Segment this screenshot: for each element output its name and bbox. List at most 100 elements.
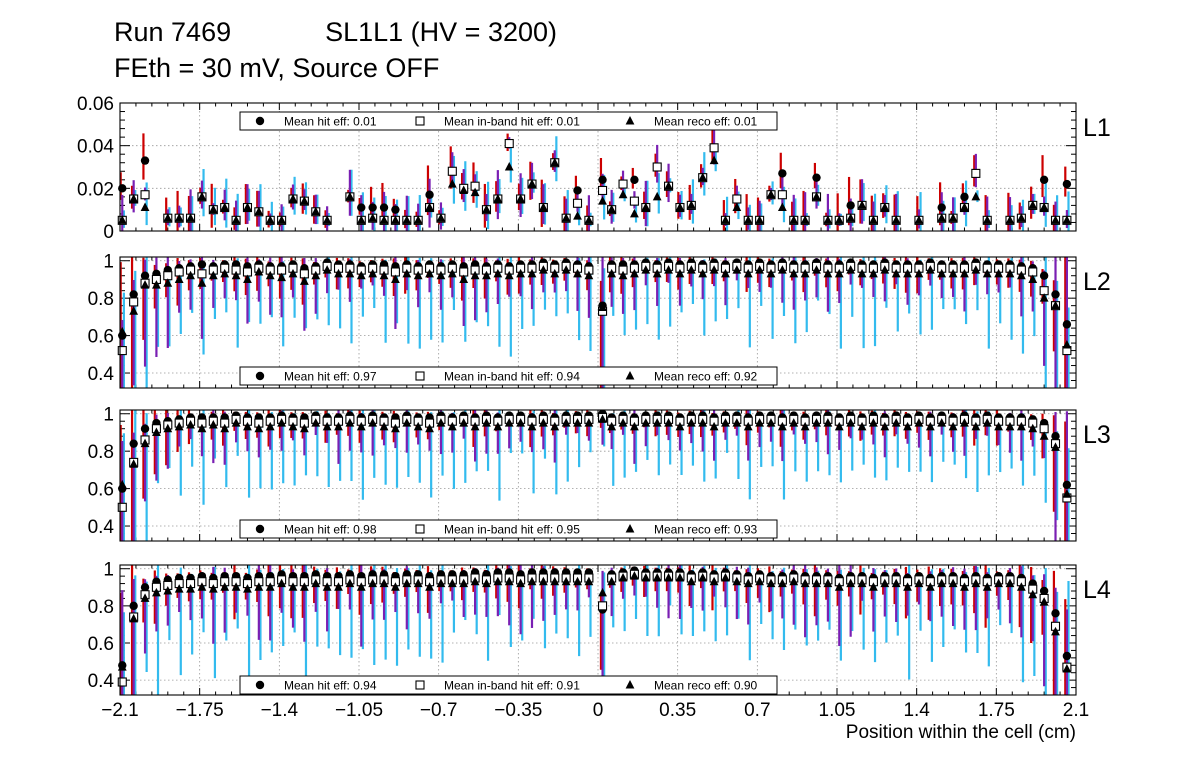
point-reco-eff: [925, 265, 935, 274]
point-reco-eff: [254, 423, 264, 433]
point-hit-eff: [846, 201, 855, 210]
point-reco-eff: [197, 278, 207, 287]
panel-l1: 0 0.02 0.04 0.06 Mean hit eff: 0.01 Mean in-b…: [77, 94, 1111, 243]
legend-marker: [415, 371, 425, 381]
point-hit-eff: [425, 190, 434, 199]
point-reco-eff: [197, 191, 207, 201]
point-reco-eff: [493, 268, 503, 278]
point-reco-eff: [470, 270, 480, 280]
point-reco-eff: [948, 268, 958, 278]
point-hit-eff: [812, 173, 821, 182]
point-reco-eff: [857, 200, 867, 209]
point-reco-eff: [573, 211, 582, 220]
point-reco-eff: [299, 423, 309, 433]
point-inband-hit-eff: [572, 198, 583, 208]
point-hit-eff: [357, 203, 366, 212]
point-reco-eff: [334, 268, 343, 278]
point-reco-eff: [322, 582, 332, 591]
point-reco-eff: [482, 418, 491, 427]
point-reco-eff: [914, 578, 924, 588]
point-reco-eff: [607, 204, 617, 214]
point-reco-eff: [789, 215, 799, 224]
point-reco-eff: [379, 421, 389, 431]
legend-box: [239, 675, 778, 695]
point-reco-eff: [459, 418, 469, 427]
point-reco-eff: [971, 578, 981, 588]
point-reco-eff: [834, 582, 844, 591]
point-reco-eff: [538, 576, 548, 586]
point-reco-eff: [846, 213, 856, 222]
point-reco-eff: [777, 578, 787, 588]
point-inband-hit-eff: [117, 346, 127, 356]
point-reco-eff: [231, 215, 241, 224]
panel-label: L4: [1083, 576, 1111, 604]
point-reco-eff: [368, 268, 378, 278]
point-reco-eff: [413, 215, 423, 224]
point-reco-eff: [356, 270, 366, 280]
legend-entry: Mean hit eff: 0.98: [284, 523, 377, 537]
point-reco-eff: [880, 202, 890, 212]
point-reco-eff: [766, 268, 776, 278]
point-reco-eff: [265, 421, 275, 431]
point-reco-eff: [675, 202, 685, 212]
point-reco-eff: [368, 418, 378, 427]
legend-entry: Mean in-band hit eff: 0.95: [444, 523, 580, 537]
point-reco-eff: [869, 582, 878, 591]
point-inband-hit-eff: [971, 168, 981, 178]
point-reco-eff: [208, 204, 218, 214]
point-reco-eff: [504, 418, 514, 427]
point-reco-eff: [755, 265, 765, 274]
point-reco-eff: [630, 571, 639, 580]
point-reco-eff: [891, 578, 901, 588]
chamber-label: SL1L1 (HV = 3200): [325, 17, 558, 47]
y-tick-label: 1: [103, 252, 114, 273]
point-reco-eff: [686, 265, 696, 274]
point-reco-eff: [1051, 442, 1060, 451]
point-reco-eff: [630, 421, 639, 431]
panel-l2: 0.4 0.6 0.8 1 Mean hit eff: 0.97 Mean in-band…: [88, 252, 1111, 389]
point-reco-eff: [777, 265, 787, 274]
point-reco-eff: [598, 196, 607, 205]
point-reco-eff: [914, 268, 924, 278]
point-reco-eff: [971, 265, 981, 274]
point-hit-eff: [778, 169, 787, 178]
point-reco-eff: [356, 582, 366, 591]
y-tick-label: 0.8: [88, 597, 114, 618]
point-reco-eff: [527, 268, 537, 278]
point-reco-eff: [1028, 589, 1038, 599]
plot-frame: [119, 409, 1077, 542]
panel-l3: 0.4 0.6 0.8 1 Mean hit eff: 0.98 Mean in-band…: [88, 405, 1111, 542]
point-reco-eff: [1062, 339, 1072, 349]
y-tick-label: 0.8: [88, 289, 114, 310]
point-hit-eff: [129, 290, 138, 299]
point-reco-eff: [937, 418, 947, 427]
point-reco-eff: [743, 268, 753, 278]
legend-marker: [625, 524, 635, 533]
point-reco-eff: [231, 418, 241, 427]
point-reco-eff: [174, 274, 184, 283]
point-reco-eff: [425, 582, 434, 591]
point-reco-eff: [573, 576, 582, 586]
point-reco-eff: [220, 582, 230, 591]
point-reco-eff: [937, 578, 947, 588]
point-reco-eff: [698, 268, 708, 278]
point-reco-eff: [208, 584, 218, 593]
point-reco-eff: [971, 191, 981, 201]
point-reco-eff: [675, 573, 685, 582]
point-reco-eff: [903, 582, 912, 591]
point-hit-eff: [1062, 480, 1072, 490]
panel-l4: 0.4 0.6 0.8 1 Mean hit eff: 0.94 Mean in-band…: [88, 560, 1111, 696]
point-reco-eff: [1051, 215, 1060, 224]
legend: Mean hit eff: 0.97 Mean in-band hit eff: …: [239, 366, 778, 386]
point-reco-eff: [709, 155, 719, 165]
point-reco-eff: [607, 268, 617, 278]
point-reco-eff: [971, 421, 981, 431]
point-reco-eff: [777, 421, 787, 431]
point-reco-eff: [721, 215, 730, 224]
point-reco-eff: [208, 419, 218, 429]
point-reco-eff: [129, 613, 139, 623]
point-reco-eff: [368, 213, 378, 222]
point-reco-eff: [197, 423, 207, 433]
point-inband-hit-eff: [129, 297, 139, 307]
point-hit-eff: [129, 601, 138, 611]
